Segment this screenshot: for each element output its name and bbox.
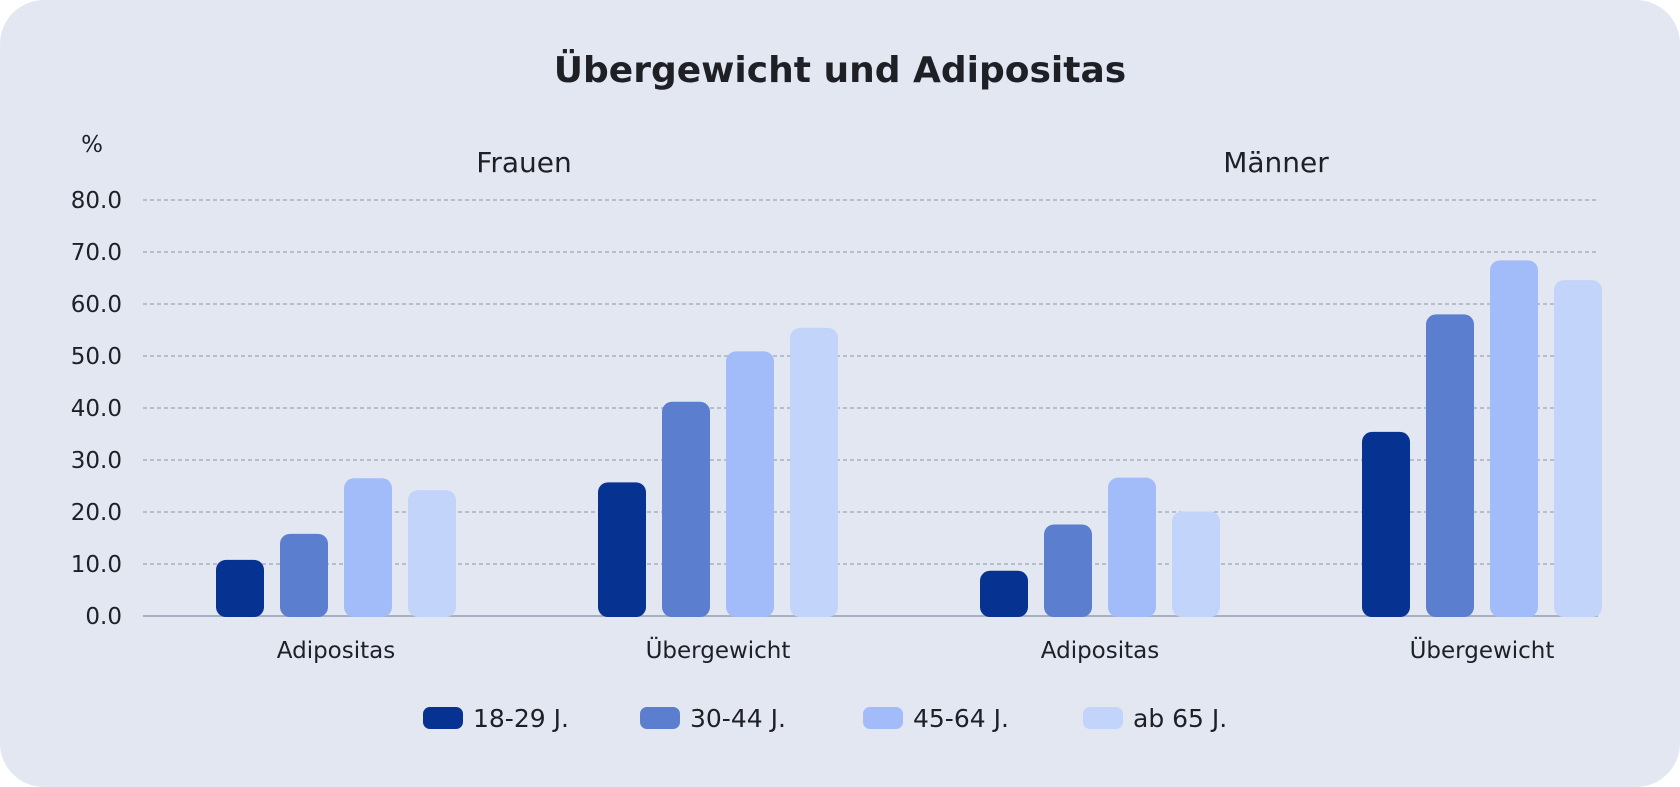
- x-category-label: Adipositas: [277, 638, 395, 664]
- legend-label-ab-65-j: ab 65 J.: [1133, 704, 1227, 733]
- x-category-label: Adipositas: [1041, 638, 1159, 664]
- bar-frauen-bergewicht-ab-65-j: [790, 327, 838, 617]
- bar-frauen-bergewicht-45-64-j: [726, 351, 774, 617]
- panel-title-maenner: Männer: [1223, 146, 1329, 179]
- bar-frauen-adipositas-30-44-j: [280, 533, 328, 617]
- bar-frauen-bergewicht-18-29-j: [598, 482, 646, 617]
- y-tick-label: 20.0: [71, 500, 122, 526]
- legend-label-18-29-j: 18-29 J.: [473, 704, 569, 733]
- legend-swatch-ab-65-j: [1083, 707, 1123, 729]
- bar-m-nner-adipositas-45-64-j: [1108, 477, 1156, 617]
- y-tick-label: 0.0: [85, 604, 122, 630]
- legend-label-45-64-j: 45-64 J.: [913, 704, 1009, 733]
- bar-frauen-adipositas-45-64-j: [344, 478, 392, 617]
- legend-swatch-45-64-j: [863, 707, 903, 729]
- y-tick-label: 80.0: [71, 188, 122, 214]
- x-category-label: Übergewicht: [646, 636, 791, 664]
- bar-m-nner-bergewicht-ab-65-j: [1554, 280, 1602, 617]
- legend-swatch-30-44-j: [640, 707, 680, 729]
- bar-m-nner-bergewicht-30-44-j: [1426, 314, 1474, 617]
- bar-m-nner-adipositas-ab-65-j: [1172, 511, 1220, 617]
- legend-swatch-18-29-j: [423, 707, 463, 729]
- legend-label-30-44-j: 30-44 J.: [690, 704, 786, 733]
- y-tick-label: 50.0: [71, 344, 122, 370]
- y-axis-unit-label: %: [81, 132, 103, 158]
- y-tick-label: 30.0: [71, 448, 122, 474]
- y-tick-label: 60.0: [71, 292, 122, 318]
- bar-m-nner-bergewicht-18-29-j: [1362, 431, 1410, 617]
- y-tick-label: 40.0: [71, 396, 122, 422]
- bar-frauen-adipositas-ab-65-j: [408, 490, 456, 617]
- bar-m-nner-bergewicht-45-64-j: [1490, 260, 1538, 617]
- bar-frauen-bergewicht-30-44-j: [662, 401, 710, 617]
- y-tick-label: 70.0: [71, 240, 122, 266]
- chart-title: Übergewicht und Adipositas: [554, 49, 1126, 91]
- panel-title-frauen: Frauen: [476, 146, 571, 179]
- bar-frauen-adipositas-18-29-j: [216, 559, 264, 617]
- y-tick-label: 10.0: [71, 552, 122, 578]
- x-category-label: Übergewicht: [1410, 636, 1555, 664]
- bar-m-nner-adipositas-30-44-j: [1044, 524, 1092, 617]
- bar-m-nner-adipositas-18-29-j: [980, 570, 1028, 617]
